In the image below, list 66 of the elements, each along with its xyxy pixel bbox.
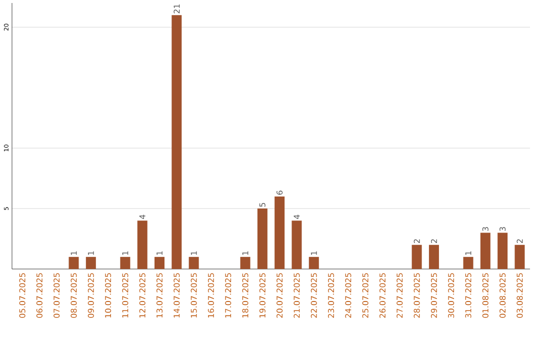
- data-label: 4: [294, 214, 300, 220]
- bar: [257, 208, 268, 269]
- bar: [188, 256, 199, 269]
- bar: [428, 244, 439, 269]
- bar: [86, 256, 96, 269]
- bar: [480, 232, 490, 269]
- data-label: 2: [516, 239, 523, 244]
- x-tick-label: 19.07.2025: [259, 273, 266, 318]
- data-label: 1: [242, 251, 248, 255]
- x-tick-label: 28.07.2025: [414, 273, 420, 318]
- data-label: 6: [276, 190, 283, 195]
- x-tick-label: 07.07.2025: [54, 273, 60, 318]
- x-tick-label: 08.07.2025: [70, 273, 77, 318]
- x-tick-label: 26.07.2025: [379, 273, 386, 318]
- x-tick-label: 23.07.2025: [328, 273, 334, 318]
- x-tick-label: 22.07.2025: [310, 273, 317, 318]
- bar: [514, 244, 525, 269]
- x-tick-label: 27.07.2025: [396, 273, 403, 318]
- x-tick-label: 30.07.2025: [448, 273, 454, 318]
- bar: [292, 220, 302, 269]
- bar: [240, 256, 250, 269]
- x-tick-label: 17.07.2025: [225, 273, 232, 318]
- x-tick-label: 05.07.2025: [19, 273, 26, 318]
- x-tick-label: 06.07.2025: [36, 273, 42, 318]
- x-tick-label: 29.07.2025: [430, 273, 437, 318]
- bar: [412, 244, 422, 269]
- x-tick-label: 10.07.2025: [105, 273, 112, 318]
- data-label: 3: [482, 227, 488, 231]
- bar: [68, 256, 79, 269]
- bar: [463, 256, 474, 269]
- x-tick-label: 31.07.2025: [465, 273, 472, 318]
- x-tick-label: 18.07.2025: [242, 273, 248, 318]
- data-label: 2: [414, 239, 420, 244]
- x-tick-label: 14.07.2025: [174, 273, 180, 318]
- x-tick-label: 25.07.2025: [362, 273, 368, 318]
- x-tick-label: 24.07.2025: [345, 273, 352, 318]
- x-tick-label: 15.07.2025: [190, 273, 197, 318]
- x-tick-label: 12.07.2025: [139, 273, 146, 318]
- data-label: 1: [465, 251, 472, 255]
- bar: [308, 256, 319, 269]
- x-tick-label: 16.07.2025: [208, 273, 214, 318]
- bar: [498, 232, 508, 269]
- x-tick-label: 09.07.2025: [88, 273, 94, 318]
- bar: [137, 220, 148, 269]
- data-label: 1: [70, 251, 77, 255]
- x-tick-label: 02.08.2025: [500, 273, 506, 318]
- data-label: 1: [122, 251, 128, 255]
- x-tick-label: 03.08.2025: [516, 273, 523, 318]
- data-label: 1: [190, 251, 197, 255]
- data-label: 1: [310, 251, 317, 255]
- bar: [154, 256, 165, 269]
- bar: [120, 256, 130, 269]
- x-tick-label: 20.07.2025: [276, 273, 283, 318]
- data-label: 1: [88, 251, 94, 255]
- data-label: 5: [259, 202, 266, 207]
- data-label: 1: [156, 251, 162, 255]
- x-tick-label: 11.07.2025: [122, 273, 128, 318]
- data-label: 2: [430, 239, 437, 244]
- data-label: 21: [174, 4, 180, 14]
- x-tick-label: 01.08.2025: [482, 273, 488, 318]
- data-label: 4: [139, 214, 146, 220]
- data-label: 3: [500, 227, 506, 231]
- x-tick-label: 13.07.2025: [156, 273, 163, 318]
- x-tick-label: 21.07.2025: [294, 273, 300, 318]
- bar: [274, 196, 285, 269]
- bar: [172, 15, 182, 269]
